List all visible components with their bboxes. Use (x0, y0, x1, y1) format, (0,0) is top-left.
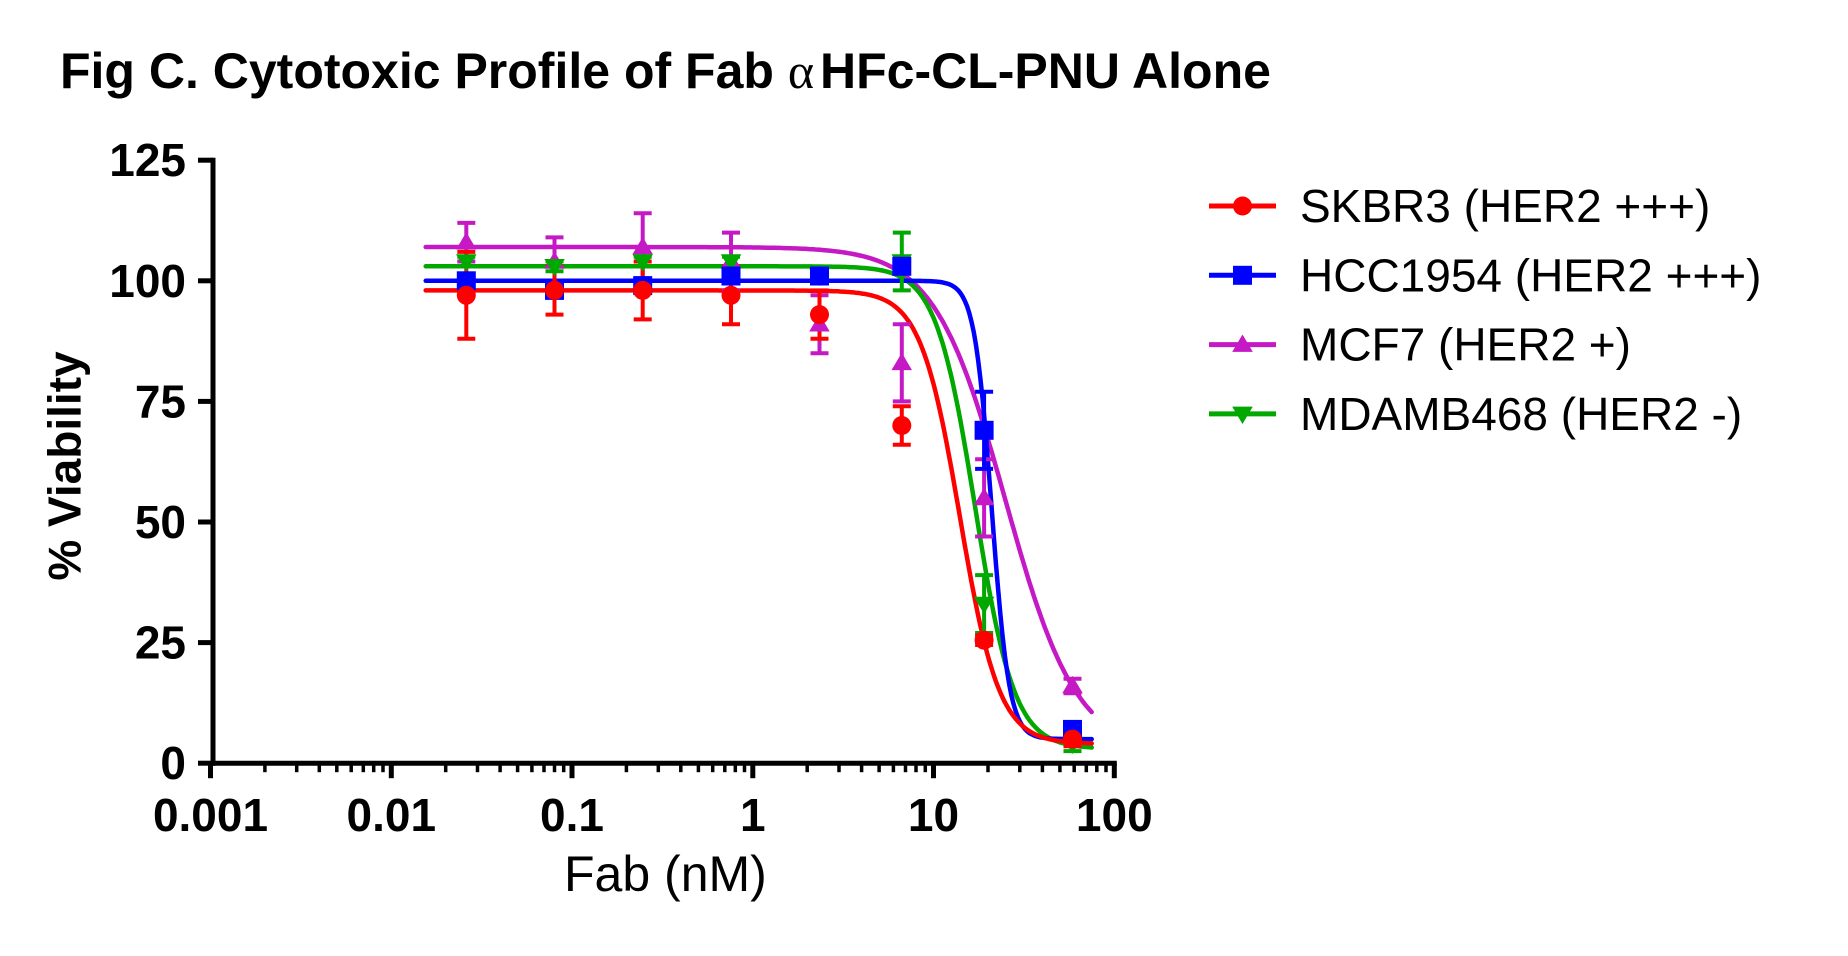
svg-text:10: 10 (908, 789, 959, 841)
svg-text:75: 75 (135, 375, 186, 427)
svg-text:MCF7 (HER2 +): MCF7 (HER2 +) (1300, 319, 1631, 371)
svg-text:50: 50 (135, 496, 186, 548)
svg-text:0: 0 (160, 737, 186, 789)
svg-text:0.01: 0.01 (347, 789, 437, 841)
svg-text:HCC1954 (HER2 +++): HCC1954 (HER2 +++) (1300, 249, 1761, 301)
svg-text:125: 125 (109, 134, 186, 186)
svg-text:100: 100 (109, 255, 186, 307)
svg-text:0.001: 0.001 (153, 789, 268, 841)
svg-text:SKBR3 (HER2 +++): SKBR3 (HER2 +++) (1300, 180, 1710, 232)
svg-text:25: 25 (135, 617, 186, 669)
svg-text:MDAMB468 (HER2 -): MDAMB468 (HER2 -) (1300, 388, 1742, 440)
svg-text:0.1: 0.1 (540, 789, 604, 841)
svg-text:100: 100 (1076, 789, 1153, 841)
svg-text:1: 1 (740, 789, 766, 841)
